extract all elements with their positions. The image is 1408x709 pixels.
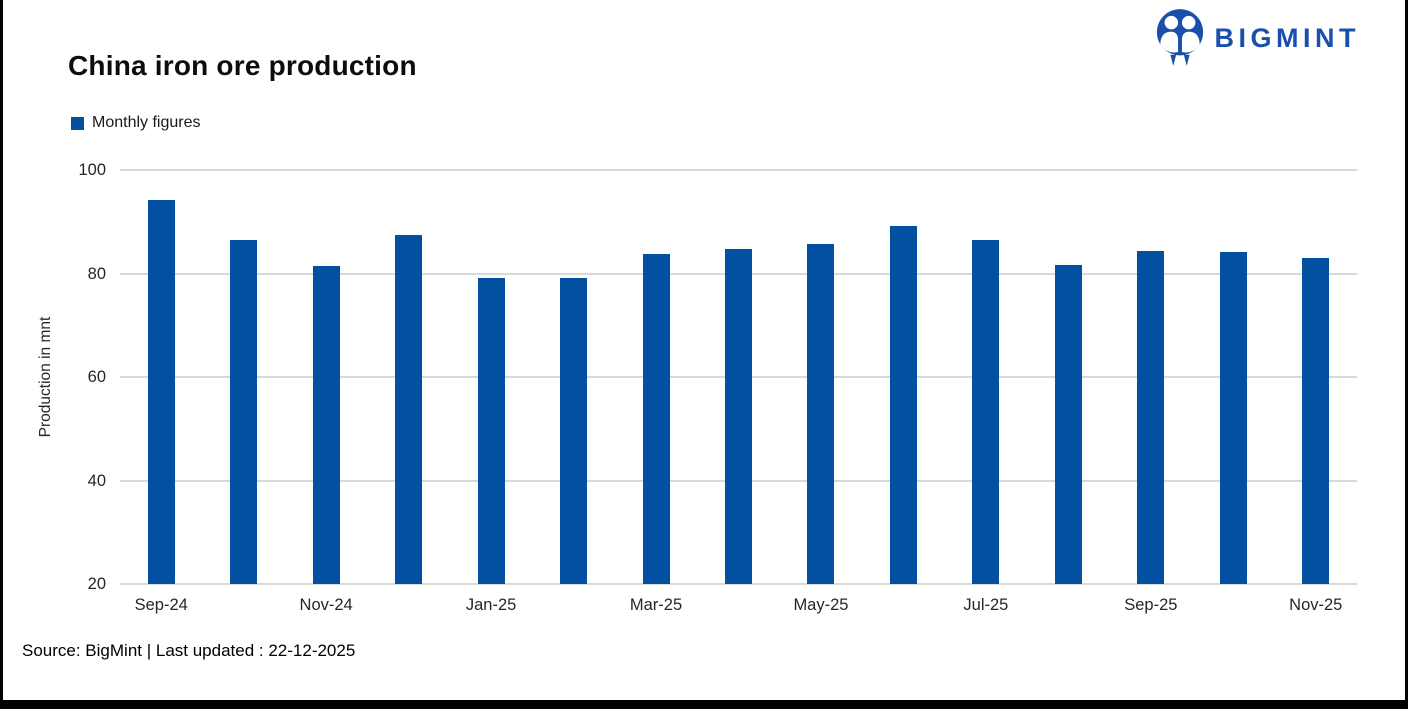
y-axis-tick-labels: 20 40 60 80 100: [5, 161, 106, 593]
bigmint-logo-icon: [1156, 9, 1203, 66]
y-tick-label-80: 80: [87, 264, 106, 283]
x-tick-label-May-25: May-25: [793, 596, 849, 614]
plot-area: [120, 169, 1357, 585]
source-note: Source: BigMint | Last updated : 22-12-2…: [22, 641, 356, 660]
y-tick-label-40: 40: [87, 471, 106, 490]
bar-Apr-25[interactable]: [725, 248, 752, 584]
bar-Aug-25[interactable]: [1054, 264, 1082, 584]
x-tick-label-Jul-25: Jul-25: [963, 596, 1009, 614]
bar-Feb-25[interactable]: [560, 278, 588, 584]
x-tick-label-Nov-25: Nov-25: [1289, 596, 1343, 614]
bar-Dec-24[interactable]: [395, 235, 423, 584]
y-tick-label-20: 20: [87, 575, 106, 593]
legend[interactable]: Monthly figures: [71, 114, 201, 132]
bigmint-logo-text: BIGMINT: [1214, 22, 1360, 53]
bar-Jun-25[interactable]: [889, 226, 917, 584]
bar-Nov-24[interactable]: [312, 266, 340, 584]
bar-Mar-25[interactable]: [642, 254, 670, 584]
y-tick-label-100: 100: [78, 161, 106, 179]
x-tick-label-Sep-24: Sep-24: [134, 596, 188, 614]
legend-label: Monthly figures: [92, 114, 201, 131]
bar-Oct-25[interactable]: [1219, 252, 1247, 584]
x-tick-label-Jan-25: Jan-25: [465, 596, 517, 614]
bar-May-25[interactable]: [807, 243, 835, 584]
bar-Sep-24[interactable]: [147, 199, 175, 584]
x-tick-label-Mar-25: Mar-25: [629, 596, 683, 614]
gridline-100: [120, 169, 1357, 171]
x-tick-label-Nov-24: Nov-24: [299, 596, 353, 614]
gridline-20: [120, 583, 1357, 585]
x-tick-label-Sep-25: Sep-25: [1124, 596, 1178, 614]
bar-Sep-25[interactable]: [1137, 251, 1165, 584]
chart-title: China iron ore production: [68, 50, 417, 81]
bar-Jul-25[interactable]: [972, 240, 1000, 584]
bottom-border-bar: [3, 700, 1405, 709]
y-tick-label-60: 60: [87, 368, 106, 386]
bar-Oct-24[interactable]: [230, 240, 258, 584]
legend-swatch-icon: [71, 116, 84, 130]
bar-Jan-25[interactable]: [477, 278, 505, 584]
x-axis-tick-labels: Sep-24 Nov-24 Jan-25 Mar-25 May-25 Jul-25 Sep-…: [120, 596, 1357, 620]
bigmint-logo: BIGMINT: [1154, 8, 1361, 68]
bar-Nov-25[interactable]: [1302, 257, 1330, 584]
